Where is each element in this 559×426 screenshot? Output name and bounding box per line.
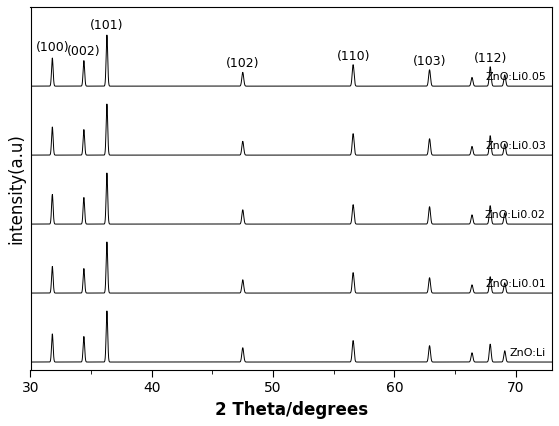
Text: (103): (103) [413,55,446,68]
Text: (101): (101) [90,20,124,32]
Text: ZnO:Li: ZnO:Li [510,348,546,358]
X-axis label: 2 Theta/degrees: 2 Theta/degrees [215,401,368,419]
Text: ZnO:Li0.01: ZnO:Li0.01 [485,279,546,289]
Text: (102): (102) [226,57,259,70]
Y-axis label: intensity(a.u): intensity(a.u) [7,133,25,244]
Text: (002): (002) [67,45,101,58]
Text: ZnO:Li0.03: ZnO:Li0.03 [485,141,546,151]
Text: (112): (112) [473,52,507,65]
Text: (100): (100) [36,41,69,55]
Text: ZnO:Li0.02: ZnO:Li0.02 [485,210,546,220]
Text: (110): (110) [337,50,370,63]
Text: ZnO:Li0.05: ZnO:Li0.05 [485,72,546,82]
